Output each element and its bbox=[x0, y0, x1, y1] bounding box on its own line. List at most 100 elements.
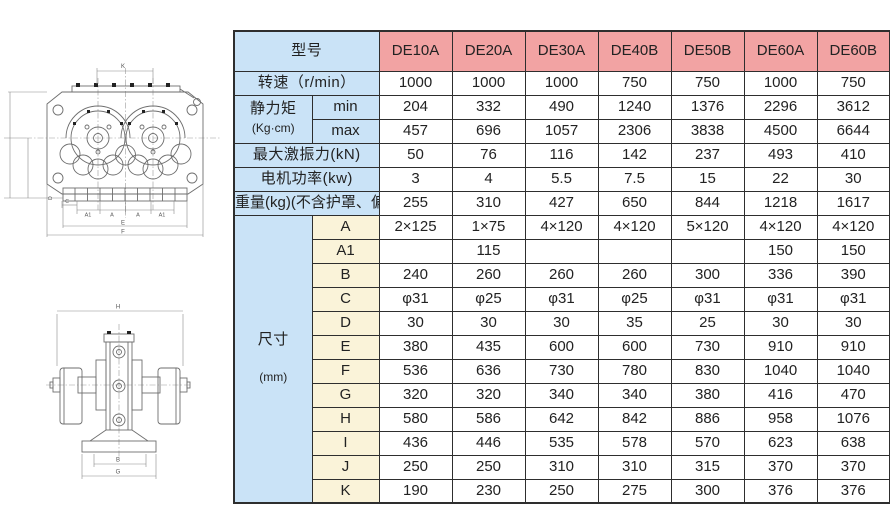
static-moment-min-cell: 2296 bbox=[743, 94, 818, 120]
speed-value-cell: 1000 bbox=[378, 70, 453, 96]
dim-value-cell: 4×120 bbox=[524, 214, 599, 240]
dim-value-cell: 730 bbox=[524, 358, 599, 384]
max-force-value-cell: 237 bbox=[670, 142, 745, 168]
spec-table: 型号 DE10A DE20A DE30A DE40B DE50B DE60A DE60B 转速（… bbox=[233, 30, 890, 504]
dim-value-cell: 910 bbox=[743, 334, 818, 360]
dim-letter-cell: E bbox=[311, 334, 380, 360]
dim-value-cell: 275 bbox=[597, 478, 672, 504]
motor-power-value-cell: 15 bbox=[670, 166, 745, 192]
dim-value-cell: 536 bbox=[378, 358, 453, 384]
dim-value-cell: 1076 bbox=[816, 406, 890, 432]
dim-label-b: B bbox=[116, 458, 120, 464]
model-cell: DE20A bbox=[451, 30, 526, 72]
dim-value-cell: 190 bbox=[378, 478, 453, 504]
dim-value-cell: φ31 bbox=[743, 286, 818, 312]
speed-row-label: 转速（r/min） bbox=[233, 70, 380, 96]
model-header-label: 型号 bbox=[233, 30, 380, 72]
motor-power-value-cell: 5.5 bbox=[524, 166, 599, 192]
dim-value-cell: 30 bbox=[451, 310, 526, 336]
static-moment-max-cell: 1057 bbox=[524, 118, 599, 144]
static-moment-min-cell: 1376 bbox=[670, 94, 745, 120]
dim-value-cell bbox=[597, 238, 672, 264]
dim-value-cell: 1040 bbox=[743, 358, 818, 384]
dim-value-cell: 340 bbox=[524, 382, 599, 408]
speed-value-cell: 1000 bbox=[743, 70, 818, 96]
model-cell: DE60A bbox=[743, 30, 818, 72]
dim-value-cell: 910 bbox=[816, 334, 890, 360]
cover-bolts bbox=[76, 83, 170, 87]
dim-value-cell: 580 bbox=[378, 406, 453, 432]
max-force-row-label: 最大激振力(kN) bbox=[233, 142, 380, 168]
dimensions-section-label: 尺寸 (mm) bbox=[233, 214, 313, 504]
dim-label-g: G bbox=[116, 470, 121, 476]
dim-label-a1-left: A1 bbox=[85, 213, 92, 219]
dim-value-cell: φ25 bbox=[597, 286, 672, 312]
dim-letter-cell: I bbox=[311, 430, 380, 456]
dim-letter-cell: A bbox=[311, 214, 380, 240]
dim-letter-cell: G bbox=[311, 382, 380, 408]
exciter-front-view-drawing: H B G bbox=[46, 305, 192, 479]
static-moment-min-cell: 3612 bbox=[816, 94, 890, 120]
dim-value-cell: 260 bbox=[524, 262, 599, 288]
dim-value-cell: 260 bbox=[597, 262, 672, 288]
dim-label-k: K bbox=[121, 64, 125, 70]
dim-value-cell: 1040 bbox=[816, 358, 890, 384]
dim-value-cell: 320 bbox=[378, 382, 453, 408]
dim-value-cell: 2×125 bbox=[378, 214, 453, 240]
dim-value-cell: 436 bbox=[378, 430, 453, 456]
dim-value-cell: 4×120 bbox=[597, 214, 672, 240]
dim-value-cell: 310 bbox=[524, 454, 599, 480]
dim-value-cell: 30 bbox=[816, 310, 890, 336]
dim-letter-cell: C bbox=[311, 286, 380, 312]
motor-power-value-cell: 7.5 bbox=[597, 166, 672, 192]
dim-label-d: D bbox=[48, 196, 54, 200]
max-force-value-cell: 142 bbox=[597, 142, 672, 168]
static-moment-max-cell: 4500 bbox=[743, 118, 818, 144]
dim-value-cell: 320 bbox=[451, 382, 526, 408]
static-moment-max-cell: 2306 bbox=[597, 118, 672, 144]
eccentric-assemblies bbox=[59, 105, 192, 180]
dim-label-c: C bbox=[65, 199, 69, 205]
centerlines bbox=[26, 68, 220, 218]
model-cell: DE40B bbox=[597, 30, 672, 72]
static-moment-min-cell: 332 bbox=[451, 94, 526, 120]
dim-value-cell: 390 bbox=[816, 262, 890, 288]
dim-value-cell: 370 bbox=[816, 454, 890, 480]
dim-letter-cell: K bbox=[311, 478, 380, 504]
speed-value-cell: 750 bbox=[670, 70, 745, 96]
dim-value-cell: 535 bbox=[524, 430, 599, 456]
speed-value-cell: 750 bbox=[597, 70, 672, 96]
dim-letter-cell: D bbox=[311, 310, 380, 336]
dim-value-cell: 4×120 bbox=[816, 214, 890, 240]
weight-value-cell: 1617 bbox=[816, 190, 890, 216]
dim-value-cell: 4×120 bbox=[743, 214, 818, 240]
dim-value-cell: 636 bbox=[451, 358, 526, 384]
motor-power-value-cell: 22 bbox=[743, 166, 818, 192]
dim-value-cell bbox=[524, 238, 599, 264]
static-moment-max-cell: 457 bbox=[378, 118, 453, 144]
static-moment-max-cell: 6644 bbox=[816, 118, 890, 144]
dim-value-cell: 25 bbox=[670, 310, 745, 336]
dim-value-cell: 578 bbox=[597, 430, 672, 456]
model-cell: DE30A bbox=[524, 30, 599, 72]
dim-value-cell: φ31 bbox=[670, 286, 745, 312]
model-cell: DE50B bbox=[670, 30, 745, 72]
dim-value-cell: 435 bbox=[451, 334, 526, 360]
dim-value-cell: 30 bbox=[524, 310, 599, 336]
dim-value-cell: 730 bbox=[670, 334, 745, 360]
motor-power-row-label: 电机功率(kw) bbox=[233, 166, 380, 192]
speed-value-cell: 750 bbox=[816, 70, 890, 96]
cap-bolts bbox=[107, 331, 131, 334]
static-moment-min-cell: 1240 bbox=[597, 94, 672, 120]
dim-value-cell: 830 bbox=[670, 358, 745, 384]
dimension-lines bbox=[56, 310, 184, 479]
dim-value-cell: 35 bbox=[597, 310, 672, 336]
dim-value-cell: 842 bbox=[597, 406, 672, 432]
motor-power-value-cell: 4 bbox=[451, 166, 526, 192]
speed-value-cell: 1000 bbox=[451, 70, 526, 96]
dim-letter-cell: H bbox=[311, 406, 380, 432]
dim-value-cell: 310 bbox=[597, 454, 672, 480]
dim-value-cell bbox=[378, 238, 453, 264]
motor-power-value-cell: 30 bbox=[816, 166, 890, 192]
centerlines bbox=[46, 324, 192, 458]
